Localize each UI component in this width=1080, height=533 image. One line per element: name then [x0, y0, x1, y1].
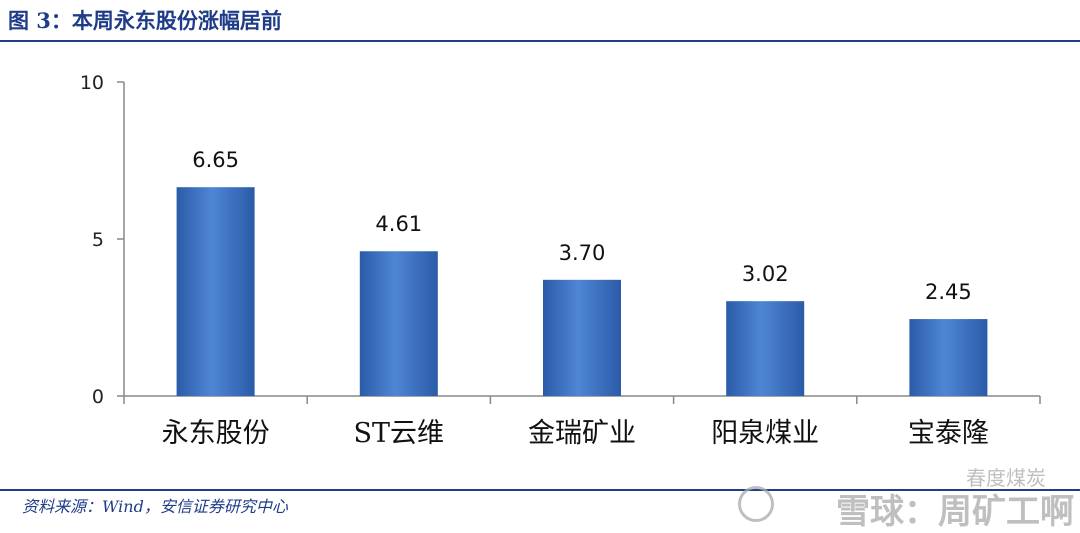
x-tick-label: 金瑞矿业 — [528, 418, 636, 449]
title-divider — [0, 40, 1080, 42]
watermark-text: 雪球：周矿工啊 — [836, 492, 1074, 532]
y-tick-label: 5 — [92, 229, 104, 251]
snowball-logo-icon — [738, 486, 774, 522]
data-label: 3.70 — [559, 241, 606, 265]
bar — [543, 279, 621, 396]
data-label: 3.02 — [742, 262, 789, 286]
chart-labels: 6.65 永东股份 4.61 ST云维 3.70 金瑞矿业 3.02 阳泉煤业 2.45 宝泰隆 — [162, 148, 989, 449]
x-tick-label: ST云维 — [354, 418, 445, 449]
y-tick-label: 10 — [80, 72, 104, 94]
chart-axes: 0 5 10 — [80, 72, 1041, 408]
x-tick-label: 阳泉煤业 — [711, 418, 819, 449]
figure-title: 图 3：本周永东股份涨幅居前 — [8, 8, 282, 33]
bar — [726, 301, 805, 396]
source-note: 资料来源：Wind，安信证券研究中心 — [22, 497, 288, 516]
data-label: 6.65 — [192, 148, 239, 172]
watermark-channel: 春度煤炭 — [966, 466, 1046, 490]
data-label: 4.61 — [375, 212, 422, 236]
x-tick-label: 永东股份 — [162, 418, 270, 449]
x-tick-label: 宝泰隆 — [908, 418, 989, 449]
bar — [909, 319, 988, 396]
y-tick-label: 0 — [92, 386, 104, 408]
chart-bars — [176, 187, 988, 396]
bar — [176, 187, 255, 396]
bar — [359, 251, 438, 396]
footer-divider — [0, 489, 1080, 491]
bar-chart: 0 5 10 6.65 永东股份 4.61 ST云维 3.70 金瑞矿业 3.02 阳泉煤业 2.4… — [80, 72, 1041, 449]
data-label: 2.45 — [925, 280, 972, 304]
